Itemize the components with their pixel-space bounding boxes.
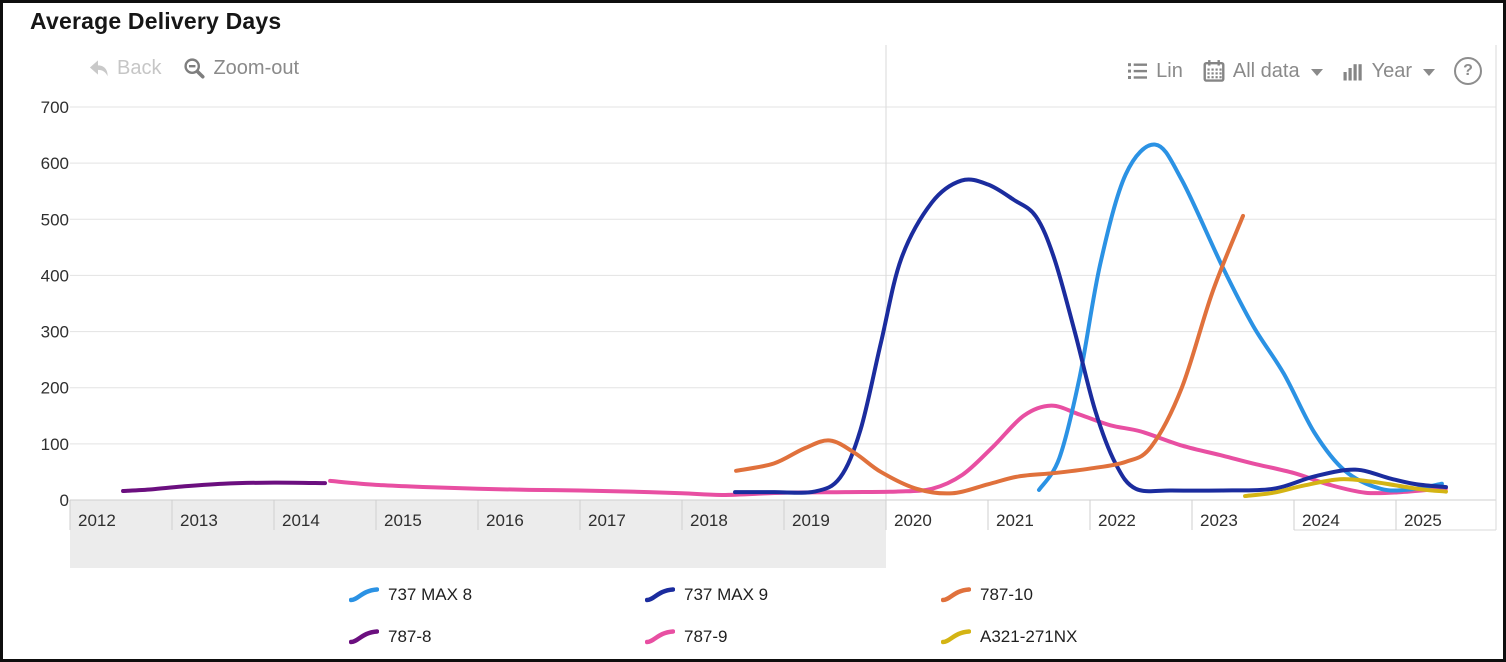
y-axis-label: 200 [41, 379, 69, 398]
x-axis-label: 2016 [486, 511, 524, 530]
year-granularity-button[interactable]: Year [1342, 60, 1435, 83]
plot-area[interactable]: 0 100 200 300 400 500 600 700 2012 2013 2014 2015 20… [3, 3, 1503, 659]
x-axis-label: 2017 [588, 511, 626, 530]
legend-swatch-737-max-9 [645, 587, 675, 603]
x-axis-label: 2014 [282, 511, 320, 530]
x-axis-label: 2012 [78, 511, 116, 530]
linear-scale-label: Lin [1156, 59, 1183, 82]
y-axis-label: 500 [41, 210, 69, 229]
back-label: Back [117, 57, 162, 79]
legend-item-737-max-9[interactable]: 737 MAX 9 [645, 580, 941, 610]
y-axis-label: 300 [41, 323, 69, 342]
legend-label: 787-10 [980, 585, 1033, 604]
series-line-787-9 [328, 403, 1448, 497]
legend-label: 787-8 [388, 627, 432, 646]
magnifier-minus-icon [184, 58, 206, 79]
zoom-out-button[interactable]: Zoom-out [183, 57, 299, 80]
legend-swatch-787-9 [645, 629, 675, 645]
all-data-button[interactable]: All data [1202, 59, 1323, 83]
series-line-737-max-8 [1037, 142, 1444, 493]
all-data-label: All data [1232, 59, 1300, 82]
y-axis-label: 100 [41, 435, 69, 454]
help-label: ? [1463, 62, 1473, 79]
series-line-787-10 [734, 213, 1245, 496]
legend-swatch-a321-271nx [941, 629, 971, 645]
chevron-down-icon [1423, 68, 1435, 76]
page-title: Average Delivery Days [30, 8, 282, 34]
toolbar-right: Lin All data [1126, 57, 1482, 85]
legend: 737 MAX 8 737 MAX 9 787-10 787-8 787-9 A321-2… [349, 580, 1237, 652]
year-granularity-label: Year [1371, 59, 1412, 82]
zoom-out-label: Zoom-out [213, 57, 300, 79]
linear-scale-button[interactable]: Lin [1126, 60, 1183, 83]
x-axis-label: 2022 [1098, 511, 1136, 530]
x-axis-label: 2015 [384, 511, 422, 530]
y-axis-label: 600 [41, 154, 69, 173]
y-axis-label: 400 [41, 266, 69, 285]
legend-label: A321-271NX [980, 627, 1078, 646]
legend-label: 737 MAX 8 [388, 585, 473, 604]
legend-swatch-737-max-8 [349, 587, 379, 603]
x-axis-label: 2023 [1200, 511, 1238, 530]
y-axis-label: 700 [41, 98, 69, 117]
legend-label: 787-9 [684, 627, 728, 646]
toolbar-left: Back Zoom-out [87, 57, 299, 80]
legend-item-a321-271nx[interactable]: A321-271NX [941, 622, 1237, 652]
legend-swatch-787-10 [941, 587, 971, 603]
legend-item-787-10[interactable]: 787-10 [941, 580, 1237, 610]
series-line-a321-271nx [1243, 477, 1448, 499]
help-button[interactable]: ? [1454, 57, 1482, 85]
y-axis-label: 0 [60, 491, 69, 510]
x-axis-label: 2025 [1404, 511, 1442, 530]
legend-item-787-8[interactable]: 787-8 [349, 622, 645, 652]
legend-item-737-max-8[interactable]: 737 MAX 8 [349, 580, 645, 610]
back-arrow-icon [89, 60, 108, 77]
x-axis-label: 2021 [996, 511, 1034, 530]
x-axis-label: 2019 [792, 511, 830, 530]
back-button[interactable]: Back [87, 57, 161, 80]
bar-columns-icon [1343, 64, 1362, 81]
x-axis-label: 2013 [180, 511, 218, 530]
list-icon [1128, 63, 1148, 79]
x-axis-label: 2018 [690, 511, 728, 530]
legend-item-787-9[interactable]: 787-9 [645, 622, 941, 652]
calendar-icon [1203, 60, 1225, 82]
series-line-737-max-9 [733, 177, 1448, 495]
legend-label: 737 MAX 9 [684, 585, 769, 604]
series-line-787-8 [121, 480, 327, 494]
x-axis-label: 2024 [1302, 511, 1340, 530]
legend-swatch-787-8 [349, 629, 379, 645]
chevron-down-icon [1310, 68, 1323, 76]
x-axis-label: 2020 [894, 511, 932, 530]
